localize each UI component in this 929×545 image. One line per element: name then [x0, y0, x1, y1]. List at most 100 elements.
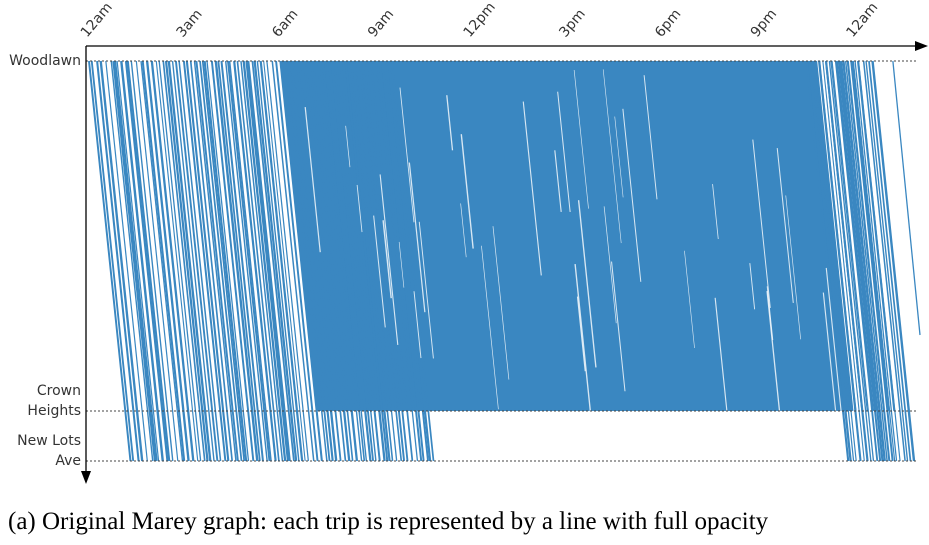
trip-line [378, 60, 423, 462]
trip-line [99, 60, 144, 462]
service-gap [373, 215, 386, 328]
trip-line [201, 60, 246, 462]
trip-line [319, 60, 363, 462]
trip-line [314, 60, 359, 462]
trip-line [135, 60, 179, 462]
trip-line [275, 60, 319, 462]
trip-line [158, 60, 202, 462]
trip-line [287, 60, 331, 462]
station-label: Crown [37, 383, 81, 399]
service-gap [460, 203, 467, 258]
service-gap [522, 101, 542, 276]
x-tick-label: 12am [843, 0, 881, 41]
trip-line [354, 60, 398, 462]
trip-line [217, 60, 261, 462]
trip-line [310, 60, 354, 462]
station-label: Heights [27, 403, 81, 419]
trip-line [199, 60, 243, 462]
trip-line [306, 60, 351, 462]
trip-line [214, 60, 259, 462]
trip-line [182, 60, 227, 462]
trip-line [822, 60, 865, 462]
trip-line [846, 60, 885, 412]
service-gap [714, 297, 729, 425]
trip-line [105, 60, 148, 462]
trip-line [818, 60, 857, 412]
trip-line [141, 60, 186, 462]
trip-line [344, 60, 389, 462]
trip-line [359, 60, 403, 462]
trip-lines [88, 60, 921, 463]
trip-line [381, 60, 425, 462]
trip-line [835, 60, 875, 412]
station-label: Ave [55, 453, 81, 469]
trip-line [333, 60, 377, 462]
trip-line [263, 60, 306, 462]
service-gap [749, 263, 756, 310]
trip-line [844, 60, 888, 462]
trip-line [831, 60, 875, 462]
trip-line [164, 60, 209, 462]
trip-line [126, 60, 171, 462]
trip-line [210, 60, 255, 462]
service-gap [684, 250, 695, 349]
x-tick-label: 12pm [461, 0, 499, 41]
trip-line [871, 60, 916, 462]
x-tick-label: 3am [174, 6, 206, 40]
trip-line [171, 60, 215, 462]
trip-line [228, 60, 272, 462]
trip-line [130, 60, 174, 462]
trip-line [140, 60, 184, 462]
trip-line [839, 60, 884, 462]
trip-line [839, 60, 877, 412]
trip-line [195, 60, 239, 462]
service-gap [611, 261, 626, 392]
trip-line [892, 60, 921, 336]
trip-line [124, 60, 169, 462]
axes [81, 41, 928, 484]
trip-line [341, 60, 386, 462]
service-gap [573, 69, 589, 209]
trip-line [178, 60, 222, 462]
trip-line [865, 60, 909, 462]
trip-line [114, 60, 158, 462]
trip-line [350, 60, 394, 462]
trip-line [242, 60, 287, 462]
trip-line [88, 60, 132, 462]
trip-line [247, 60, 291, 462]
dense-service-block [280, 61, 853, 411]
trip-line [266, 60, 309, 462]
x-tick-label: 12am [78, 0, 116, 41]
trip-line [174, 60, 219, 462]
service-gap [712, 183, 719, 240]
trip-line [808, 60, 852, 462]
service-gap [574, 264, 593, 427]
trip-line [120, 60, 164, 462]
service-gap [382, 220, 392, 299]
service-gap [766, 291, 786, 463]
trip-line [236, 60, 280, 462]
service-gap [603, 206, 617, 324]
x-tick-label: 9am [365, 6, 397, 40]
trip-line [375, 60, 419, 462]
trip-line [145, 60, 190, 462]
trip-line [327, 60, 372, 462]
service-gap [614, 116, 624, 198]
trip-line [851, 60, 891, 412]
trip-line [279, 60, 323, 462]
trip-line [828, 60, 872, 462]
trip-line [150, 60, 195, 462]
service-gap [643, 75, 658, 200]
trip-line [240, 60, 284, 462]
service-gap [785, 195, 801, 340]
trip-line [284, 60, 328, 462]
service-gap [398, 241, 405, 288]
trip-line [220, 60, 264, 462]
x-tick-label: 9pm [748, 6, 780, 40]
trip-line [96, 60, 140, 462]
x-tick-label: 6pm [652, 6, 684, 40]
service-gap [481, 245, 499, 410]
figure-caption: (a) Original Marey graph: each trip is r… [8, 508, 769, 535]
trip-line [189, 60, 233, 462]
trip-line [233, 60, 277, 462]
